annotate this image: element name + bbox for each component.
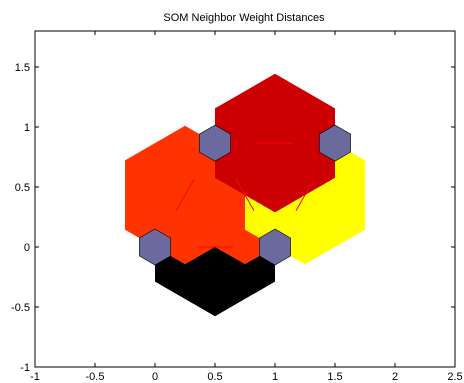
connection-line-2-4 [295,179,315,211]
neuron-2 [259,228,291,266]
y-tick-label: 0 [24,242,30,254]
neuron-1 [139,228,171,266]
y-tick-label: -1 [20,362,30,374]
connection-line-1-3 [175,179,195,211]
x-tick-label: 1 [272,371,278,383]
neurons-layer [139,124,351,266]
y-tick-label: 1 [24,122,30,134]
axis-ticks-layer: -1 -0.5 0 0.5 1 1.5 2 2.5 -1 -0.5 0 0.5 1 1.5 [11,31,463,383]
connection-line-2-3 [235,179,255,211]
connection-lines-layer [175,142,315,248]
x-tick-label: 0.5 [207,371,222,383]
x-tick-label: -0.5 [86,371,105,383]
chart-title: SOM Neighbor Weight Distances [163,12,325,24]
x-tick-label: 2.5 [447,371,462,383]
x-tick-label: 1.5 [327,371,342,383]
neuron-4 [319,124,351,162]
x-tick-label: -1 [30,371,40,383]
y-tick-label: 1.5 [15,62,30,74]
x-tick-label: 2 [392,371,398,383]
neuron-3 [199,124,231,162]
y-tick-label: -0.5 [11,302,30,314]
y-tick-label: 0.5 [15,182,30,194]
x-tick-label: 0 [152,371,158,383]
